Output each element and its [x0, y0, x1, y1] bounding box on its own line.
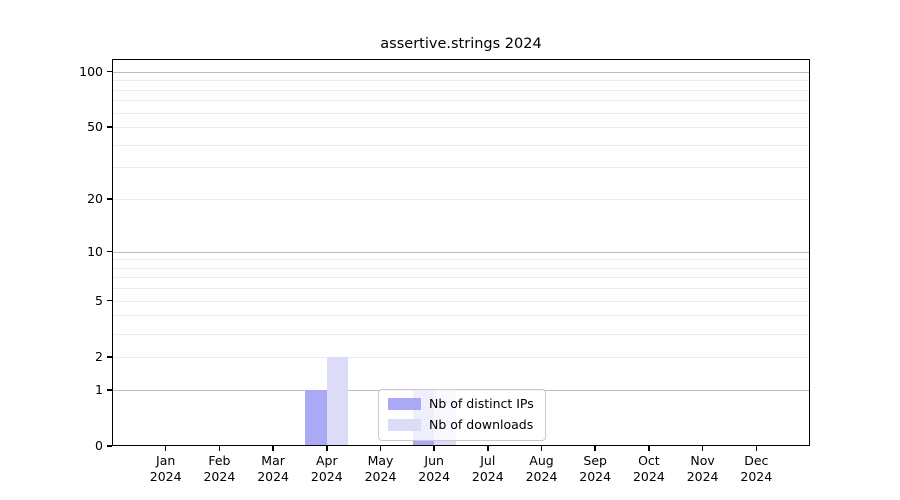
gridline-minor	[112, 100, 810, 102]
x-tick-label: Feb 2024	[203, 453, 236, 484]
x-tick-mark	[326, 446, 328, 451]
gridline-minor	[112, 167, 810, 169]
gridline-minor	[112, 112, 810, 114]
y-tick-label: 5	[95, 292, 103, 308]
plot-area: Nb of distinct IPs Nb of downloads	[112, 59, 810, 446]
x-tick-label: Dec 2024	[740, 453, 773, 484]
gridline-minor	[112, 333, 810, 335]
y-tick-label: 100	[79, 63, 103, 79]
y-tick-label: 20	[87, 191, 103, 206]
legend-label: Nb of distinct IPs	[429, 396, 534, 411]
x-tick-mark	[594, 446, 596, 451]
x-tick-mark	[701, 446, 704, 451]
x-tick-label: Sep 2024	[579, 453, 612, 484]
legend-swatch-downloads	[388, 419, 421, 431]
gridline-minor	[112, 89, 810, 91]
x-tick-mark	[540, 446, 543, 451]
gridline-minor	[112, 127, 810, 128]
x-tick-label: Aug 2024	[525, 453, 558, 484]
gridline-minor	[112, 267, 810, 269]
x-tick-mark	[164, 446, 167, 451]
bar-distinct-ips	[305, 390, 327, 446]
y-tick-label: 1	[95, 381, 103, 397]
gridline-minor	[112, 144, 810, 146]
y-tick-mark	[107, 198, 112, 200]
gridline-minor	[112, 277, 810, 279]
bar-downloads	[326, 357, 349, 446]
y-tick-mark	[107, 126, 112, 128]
gridline-minor	[112, 356, 810, 358]
y-tick-label: 2	[95, 348, 103, 364]
gridline-minor	[112, 300, 810, 302]
x-tick-label: Jan 2024	[149, 453, 182, 484]
y-tick-label: 10	[87, 243, 103, 259]
y-tick-mark	[107, 445, 112, 447]
chart-title: assertive.strings 2024	[380, 36, 542, 52]
x-tick-label: Oct 2024	[632, 453, 665, 484]
x-tick-label: Jun 2024	[418, 453, 451, 484]
gridline-minor	[112, 288, 810, 290]
y-tick-label: 0	[95, 438, 103, 453]
plot-border	[112, 59, 810, 446]
x-tick-mark	[487, 446, 489, 451]
x-tick-label: May 2024	[364, 453, 397, 484]
x-tick-mark	[433, 446, 435, 451]
legend-row: Nb of downloads	[388, 417, 536, 433]
legend-swatch-distinct-ips	[388, 398, 421, 410]
y-tick-mark	[107, 299, 112, 302]
y-tick-mark	[107, 389, 112, 391]
x-tick-mark	[648, 446, 650, 451]
x-tick-mark	[755, 446, 758, 451]
legend-row: Nb of distinct IPs	[388, 396, 536, 412]
legend: Nb of distinct IPs Nb of downloads	[378, 389, 546, 441]
x-tick-label: Jul 2024	[471, 453, 504, 484]
y-tick-label: 50	[87, 119, 103, 134]
y-tick-mark	[107, 70, 112, 73]
gridline-major	[112, 251, 810, 253]
y-tick-mark	[107, 356, 112, 358]
x-tick-label: Mar 2024	[257, 453, 289, 484]
x-tick-mark	[272, 446, 274, 451]
gridline-minor	[112, 259, 810, 261]
y-tick-mark	[107, 250, 112, 253]
gridline-minor	[112, 80, 810, 82]
x-tick-label: Nov 2024	[686, 453, 719, 484]
gridline-minor	[112, 315, 810, 317]
gridline-minor	[112, 199, 810, 200]
gridline-major	[112, 71, 810, 73]
x-tick-mark	[379, 446, 382, 451]
x-tick-mark	[218, 446, 221, 451]
legend-label: Nb of downloads	[429, 417, 534, 432]
x-tick-label: Apr 2024	[310, 453, 343, 484]
